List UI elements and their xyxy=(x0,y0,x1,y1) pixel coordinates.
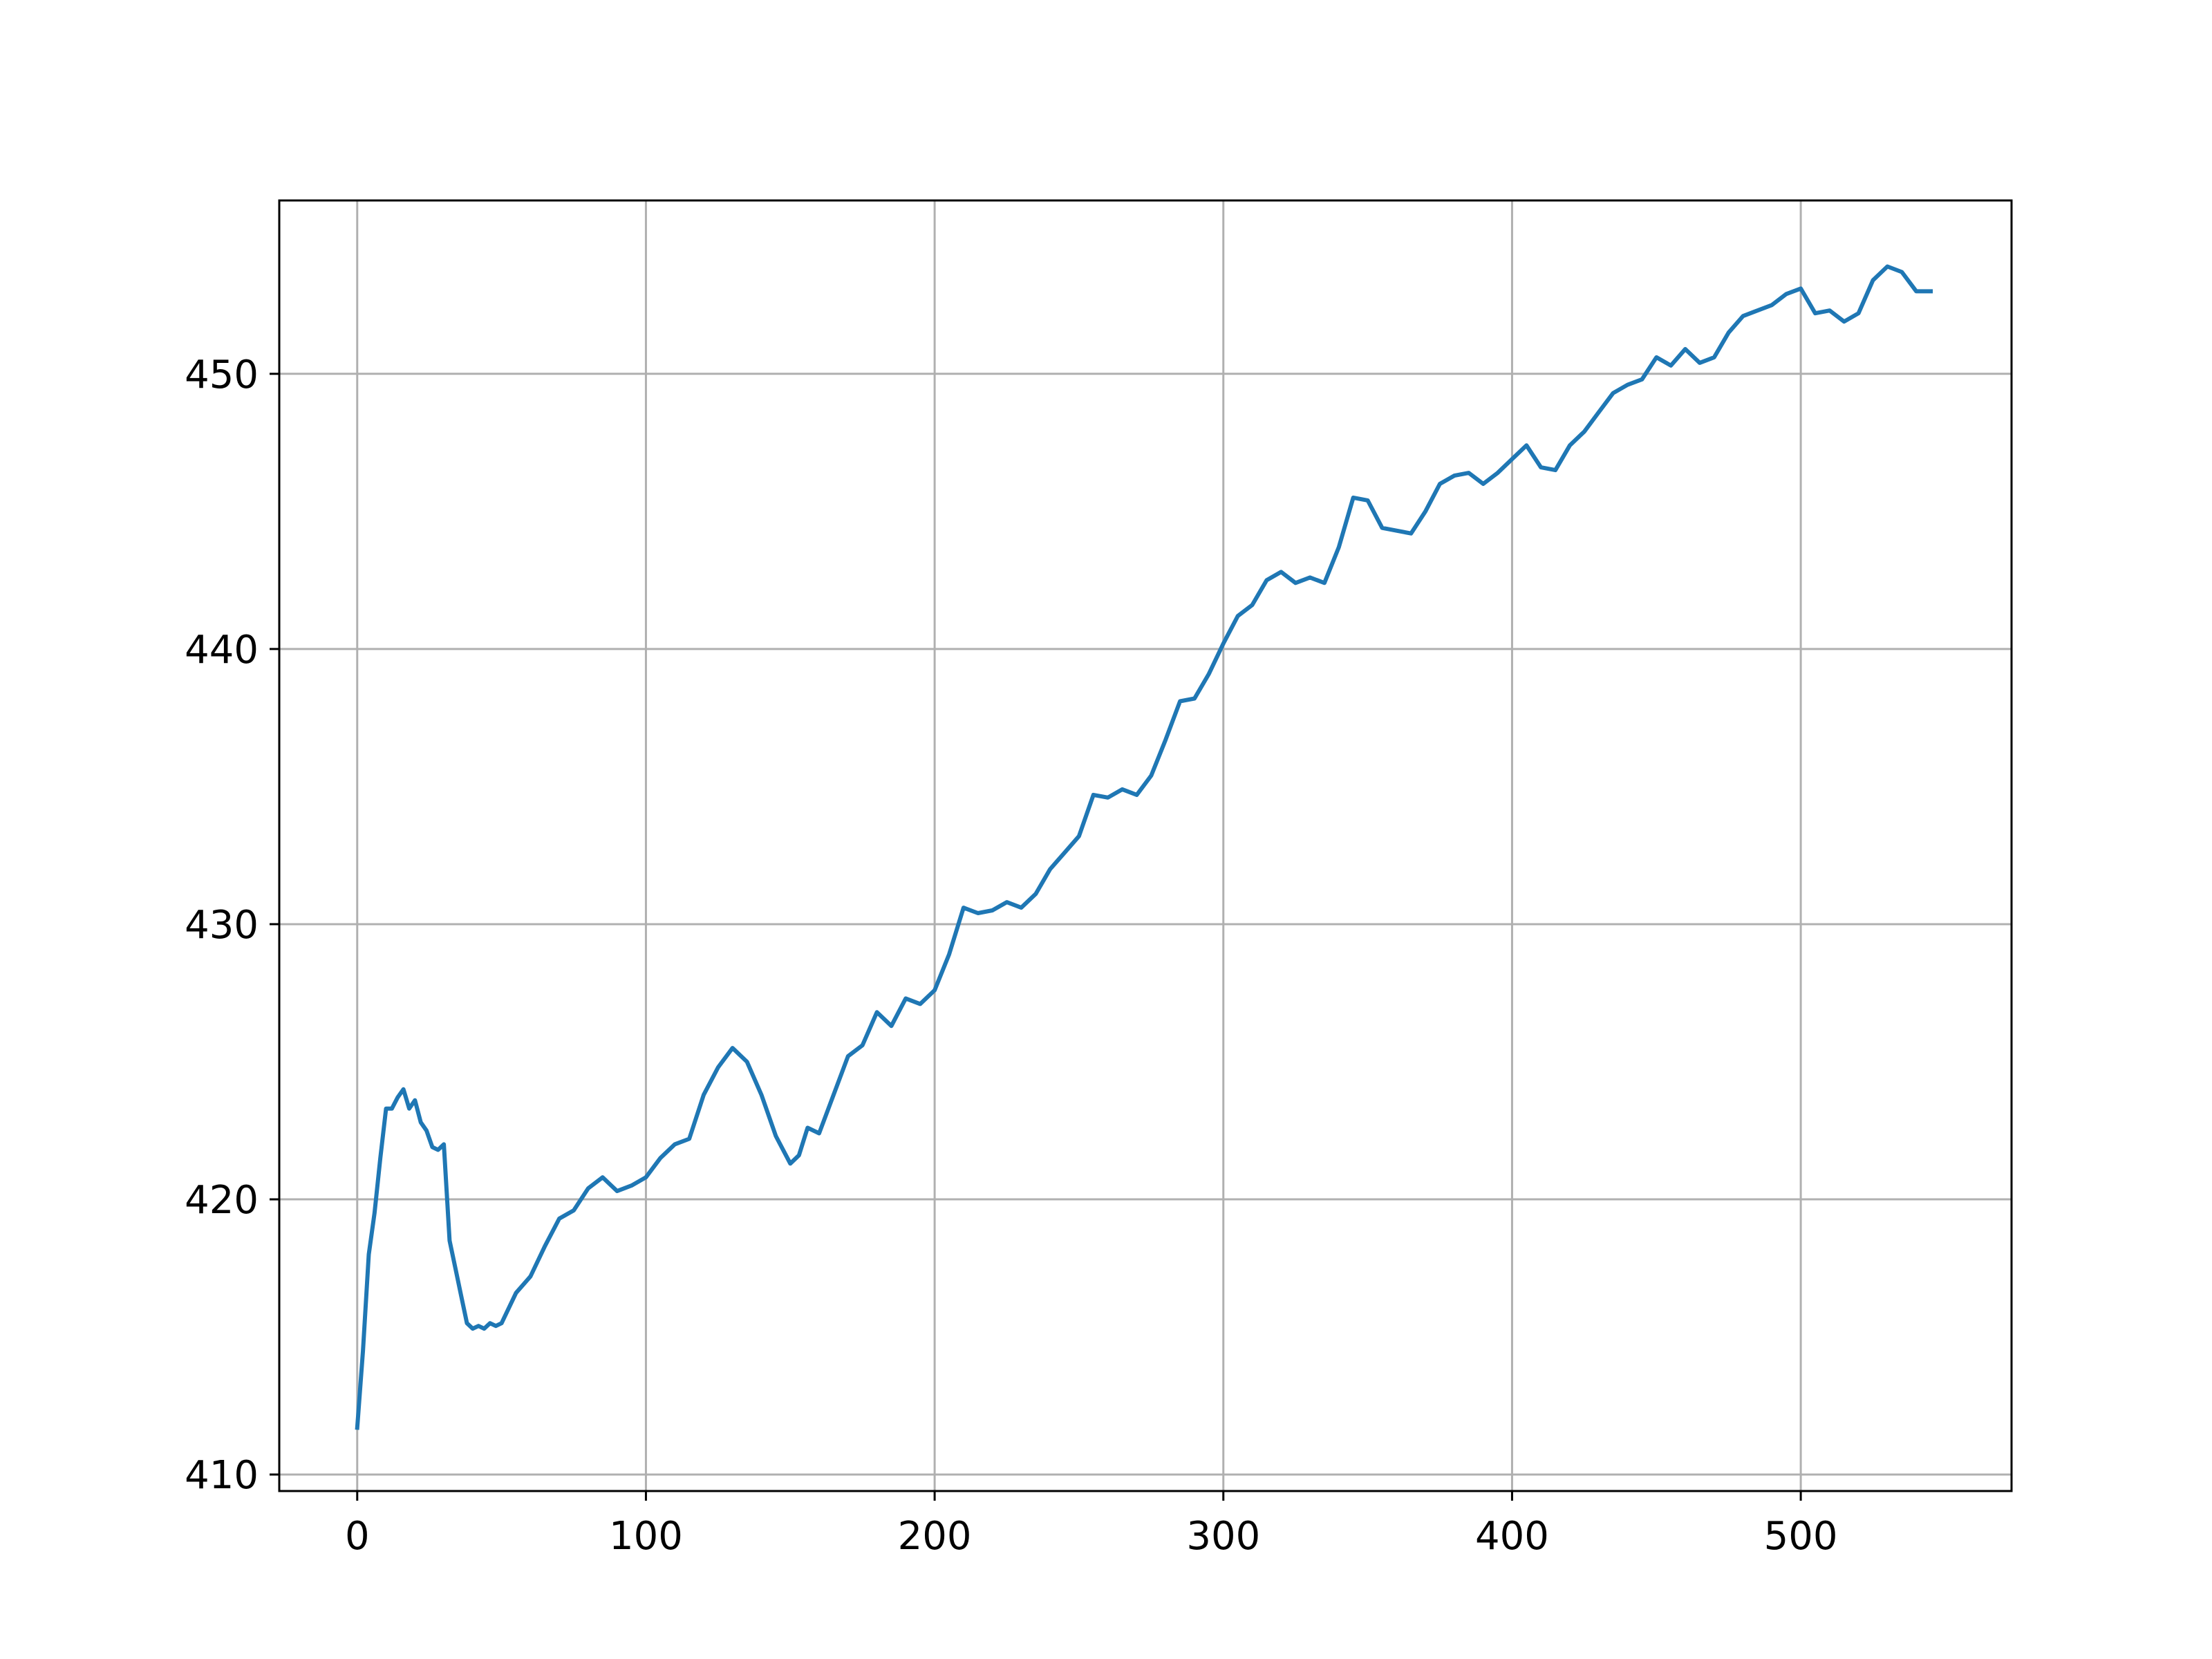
y-tick-label: 410 xyxy=(185,1453,259,1498)
x-tick-label: 100 xyxy=(609,1514,683,1559)
x-tick-label: 500 xyxy=(1764,1514,1838,1559)
plot-area-background xyxy=(279,200,2012,1491)
x-tick-label: 0 xyxy=(345,1514,370,1559)
y-tick-label: 450 xyxy=(185,353,259,397)
x-tick-label: 400 xyxy=(1475,1514,1549,1559)
y-tick-label: 430 xyxy=(185,903,259,948)
x-tick-label: 300 xyxy=(1186,1514,1260,1559)
x-tick-label: 200 xyxy=(898,1514,972,1559)
plot-frame xyxy=(278,199,2013,1492)
grid xyxy=(279,200,2012,1491)
ticks: 0 100 200 300 400 500 410 420 430 440 450 xyxy=(185,353,1837,1559)
y-tick-label: 440 xyxy=(185,628,259,673)
series-layer xyxy=(355,264,1933,1430)
y-tick-label: 420 xyxy=(185,1178,259,1223)
series-line xyxy=(355,264,1933,1430)
